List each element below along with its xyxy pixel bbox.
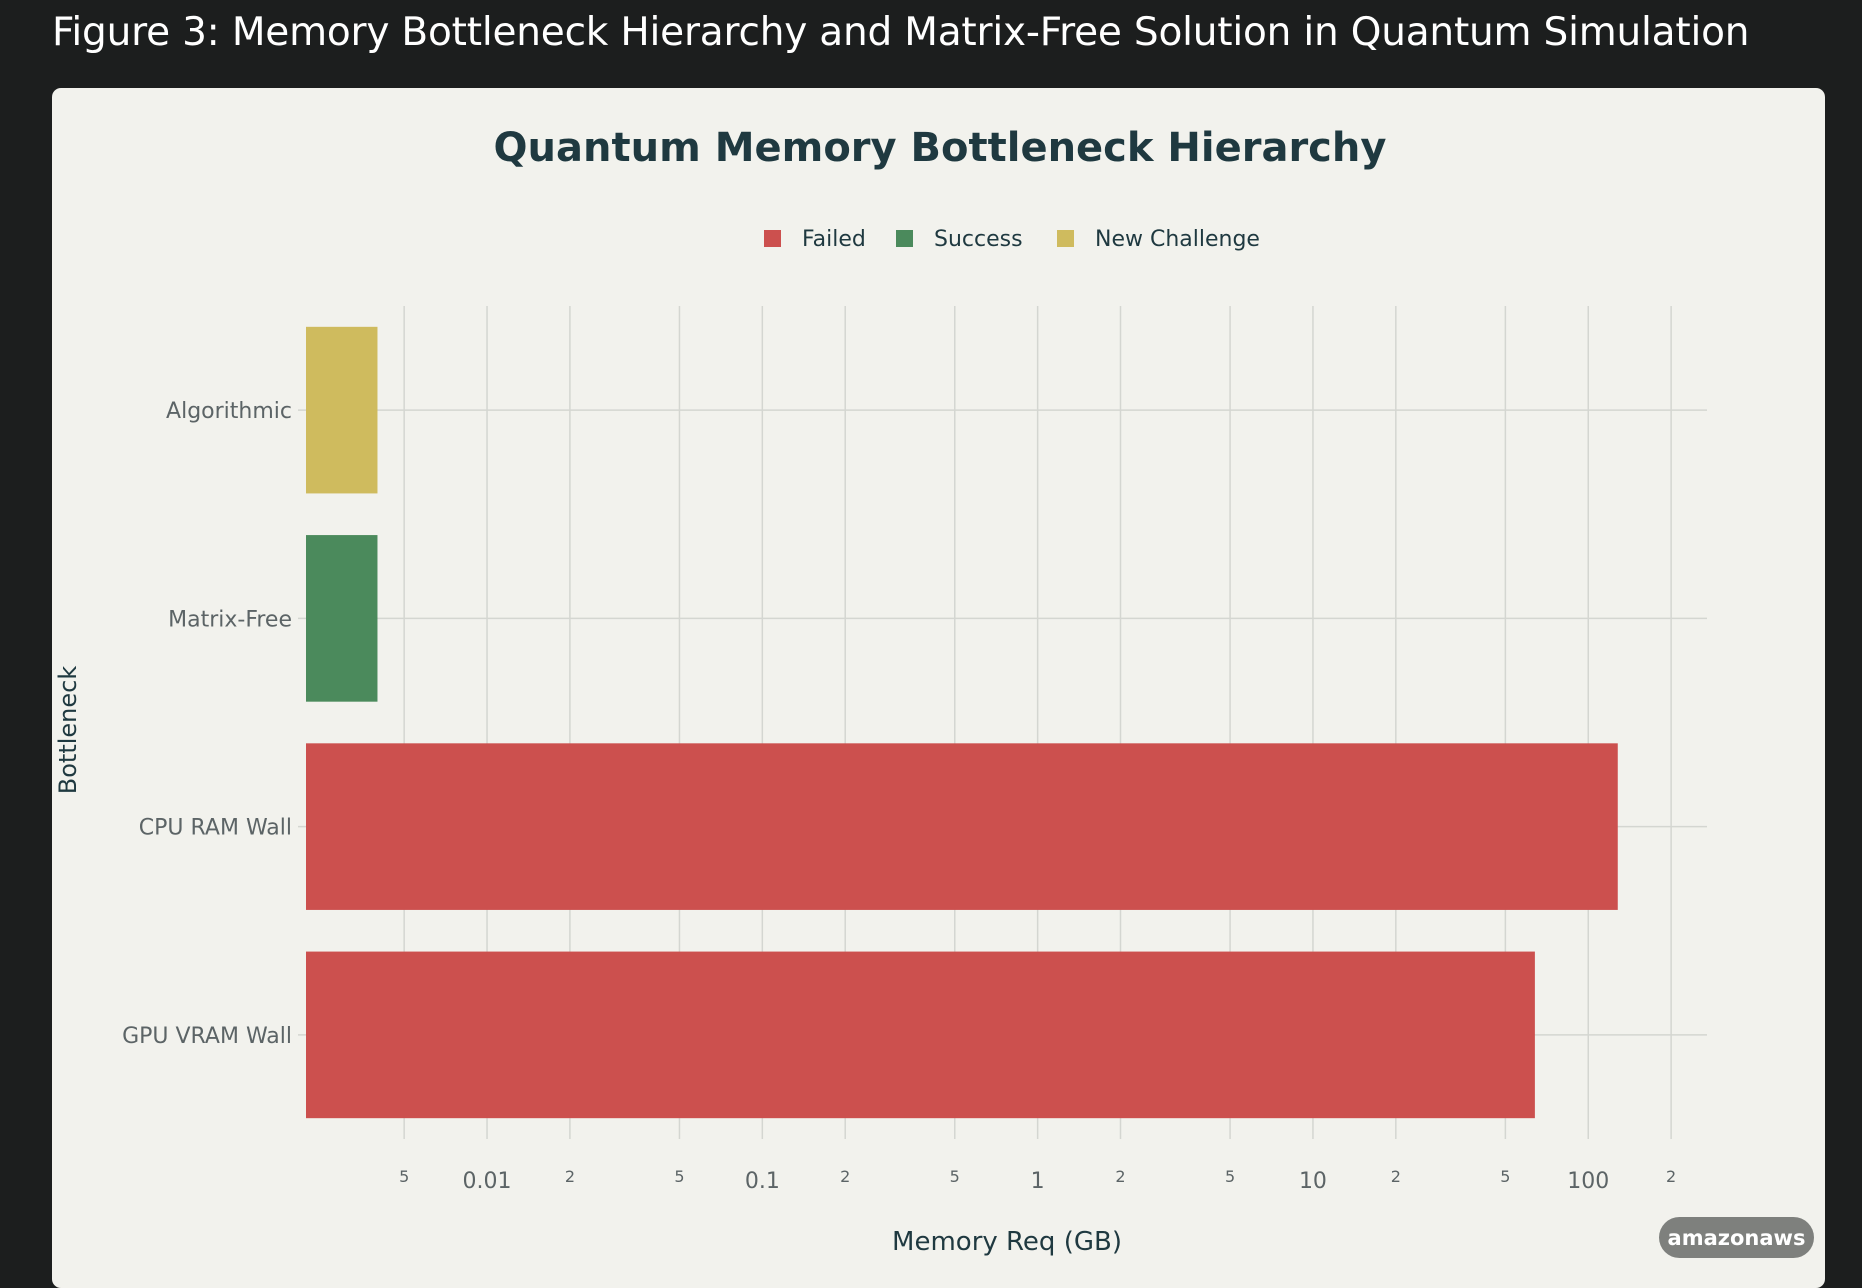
x-major-tick-label: 0.1 <box>745 1169 780 1194</box>
bar-gpu-vram-wall <box>306 951 1535 1119</box>
x-axis-tick-labels: 5 0.01 2 5 0.1 2 5 1 2 5 10 2 5 100 2 <box>399 1167 1676 1194</box>
chart-card: Quantum Memory Bottleneck Hierarchy Fail… <box>52 88 1825 1288</box>
legend: Failed Success New Challenge <box>764 227 1260 252</box>
x-axis-title: Memory Req (GB) <box>892 1227 1122 1257</box>
y-tick-label: GPU VRAM Wall <box>122 1024 292 1049</box>
legend-swatch-failed <box>764 230 781 247</box>
x-minor-tick-label: 5 <box>1225 1167 1235 1186</box>
x-minor-tick-label: 2 <box>565 1167 575 1186</box>
figure-title: Figure 3: Memory Bottleneck Hierarchy an… <box>52 10 1750 55</box>
x-major-tick-label: 1 <box>1031 1169 1045 1194</box>
x-major-tick-label: 100 <box>1567 1169 1609 1194</box>
x-minor-tick-label: 2 <box>1666 1167 1676 1186</box>
x-minor-tick-label: 2 <box>840 1167 850 1186</box>
legend-swatch-success <box>896 230 913 247</box>
x-minor-tick-label: 2 <box>1115 1167 1125 1186</box>
bar-matrix-free <box>306 535 378 702</box>
legend-label: Success <box>934 227 1023 252</box>
bar-cpu-ram-wall <box>306 743 1618 910</box>
x-major-tick-label: 10 <box>1299 1169 1327 1194</box>
x-minor-tick-label: 5 <box>950 1167 960 1186</box>
chart-title: Quantum Memory Bottleneck Hierarchy <box>494 125 1387 171</box>
legend-swatch-new-challenge <box>1057 230 1074 247</box>
y-axis-title: Bottleneck <box>54 666 82 795</box>
legend-label: New Challenge <box>1095 227 1260 252</box>
bar-chart: Quantum Memory Bottleneck Hierarchy Fail… <box>54 125 1707 1257</box>
x-minor-tick-label: 5 <box>399 1167 409 1186</box>
y-tick-label: Algorithmic <box>166 399 292 424</box>
x-major-tick-label: 0.01 <box>463 1169 512 1194</box>
x-minor-tick-label: 2 <box>1391 1167 1401 1186</box>
bar-algorithmic <box>306 326 378 494</box>
y-tick-label: CPU RAM Wall <box>139 816 292 841</box>
y-tick-label: Matrix-Free <box>168 607 292 632</box>
x-minor-tick-label: 5 <box>1500 1167 1510 1186</box>
y-axis-tick-labels: GPU VRAM Wall CPU RAM Wall Matrix-Free Algo… <box>122 399 292 1049</box>
watermark-badge: amazonaws <box>1659 1217 1814 1258</box>
bars <box>306 326 1618 1119</box>
x-minor-tick-label: 5 <box>674 1167 684 1186</box>
legend-label: Failed <box>802 227 866 252</box>
